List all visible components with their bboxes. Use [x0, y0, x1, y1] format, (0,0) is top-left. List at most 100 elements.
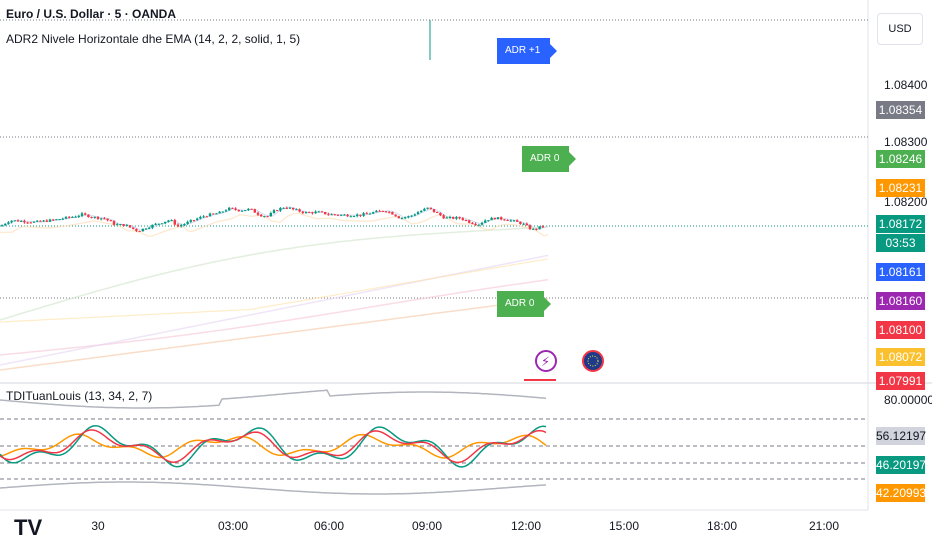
candle-body — [394, 214, 397, 217]
candle-body — [509, 220, 512, 222]
candle-body — [218, 211, 221, 214]
oscillator-title[interactable]: TDITuanLouis (13, 34, 2, 7) — [6, 389, 153, 403]
candle-body — [74, 216, 77, 218]
candle-body — [522, 223, 525, 225]
candle-body — [477, 224, 480, 226]
candle-body — [71, 216, 74, 218]
candle-body — [180, 225, 183, 227]
candle-body — [448, 216, 452, 218]
rsi-price-line — [0, 424, 547, 468]
candle-body — [192, 220, 196, 222]
candle-body — [202, 216, 205, 218]
osc-tag: 46.20197 — [876, 456, 927, 474]
lightning-event-icon — [535, 350, 557, 372]
candle-body — [365, 213, 368, 215]
candle-body — [314, 211, 317, 214]
candle-body — [512, 220, 516, 222]
candle-body — [362, 213, 365, 216]
price-axis-label: 1.08300 — [884, 135, 928, 149]
candle-body — [164, 221, 167, 224]
candle-body — [4, 223, 7, 226]
symbol-title[interactable]: Euro / U.S. Dollar · 5 · OANDA — [6, 7, 177, 21]
candle-body — [141, 228, 144, 232]
adr-0-lower-label: ADR 0 — [497, 291, 552, 317]
candle-body — [528, 225, 532, 230]
candle-body — [301, 211, 304, 214]
candle-body — [298, 209, 301, 212]
candle-body — [295, 209, 298, 211]
candle-body — [263, 216, 266, 218]
osc-axis-label: 80.00000 — [884, 393, 932, 407]
candle-body — [445, 217, 448, 219]
candle-body — [100, 218, 103, 220]
candle-body — [404, 217, 407, 219]
candle-body — [32, 221, 36, 223]
candle-body — [458, 217, 461, 219]
candle-body — [240, 210, 244, 212]
price-tag: 1.07991 — [876, 372, 925, 390]
candle-body — [391, 212, 394, 215]
candle-body — [237, 209, 240, 212]
candle-body — [352, 216, 356, 218]
candle-body — [20, 220, 23, 222]
candle-body — [426, 207, 429, 209]
indicator-title[interactable]: ADR2 Nivele Horizontale dhe EMA (14, 2, … — [6, 32, 301, 46]
candle-body — [336, 214, 340, 216]
osc-tag: 56.12197 — [876, 427, 927, 445]
candle-body — [231, 207, 234, 209]
candle-body — [64, 216, 68, 219]
tradingview-logo[interactable]: TV — [14, 515, 43, 540]
candle-body — [420, 210, 423, 213]
candle-body — [212, 213, 215, 215]
candle-body — [516, 220, 519, 222]
candle-body — [87, 214, 90, 218]
candle-body — [359, 214, 362, 216]
candle-body — [16, 220, 20, 222]
candle-body — [285, 207, 288, 209]
candle-body — [436, 212, 439, 214]
candle-body — [375, 210, 378, 213]
candle-body — [39, 220, 42, 222]
candle-body — [480, 222, 484, 225]
candle-body — [304, 212, 308, 214]
candle-body — [138, 230, 141, 232]
candle-body — [196, 218, 199, 221]
candle-body — [346, 214, 349, 217]
candle-body — [330, 214, 333, 216]
candle-body — [279, 207, 282, 211]
candle-body — [317, 211, 320, 213]
time-axis-label: 03:00 — [217, 519, 249, 533]
candle-body — [288, 207, 292, 209]
candle-body — [455, 217, 458, 219]
candle-body — [10, 220, 13, 223]
candle-body — [106, 218, 109, 221]
candle-body — [0, 225, 4, 227]
candle-body — [487, 220, 490, 222]
ema-line-green — [0, 226, 549, 321]
candle-body — [384, 211, 388, 213]
candle-body — [541, 226, 544, 228]
adr-0-upper-label: ADR 0 — [522, 146, 577, 172]
candle-body — [77, 215, 80, 217]
candle-body — [48, 219, 52, 222]
candle-body — [199, 216, 202, 219]
candle-body — [519, 221, 522, 225]
price-axis-label: 1.08200 — [884, 195, 928, 209]
candle-body — [154, 223, 157, 225]
candle-body — [423, 208, 426, 211]
candle-body — [112, 221, 116, 225]
candle-body — [132, 227, 135, 229]
candle-body — [372, 212, 375, 214]
candle-body — [93, 216, 96, 218]
candle-body — [7, 222, 10, 224]
candle-body — [327, 214, 330, 216]
candle-body — [151, 224, 154, 228]
candle-body — [282, 207, 285, 209]
candle-body — [253, 209, 256, 213]
currency-button[interactable]: USD — [877, 13, 923, 45]
candle-body — [144, 228, 148, 230]
candle-body — [432, 209, 436, 213]
candle-body — [148, 227, 151, 229]
ema-line-pink — [0, 279, 549, 356]
